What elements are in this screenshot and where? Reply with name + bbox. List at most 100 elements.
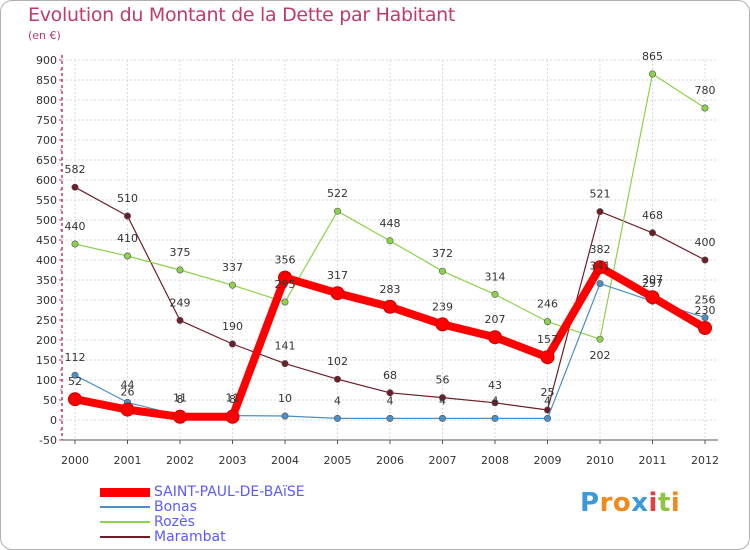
data-label: 26 xyxy=(121,386,135,399)
data-point xyxy=(281,298,289,306)
data-point xyxy=(333,375,341,383)
data-point xyxy=(71,240,79,248)
grid-lines xyxy=(62,59,718,441)
data-label: 307 xyxy=(642,273,663,286)
data-label: 400 xyxy=(695,236,716,249)
y-tick-label: 800 xyxy=(36,94,57,107)
data-label: 157 xyxy=(537,333,558,346)
data-label: 10 xyxy=(278,392,292,405)
data-point xyxy=(701,104,709,112)
x-tick-label: 2002 xyxy=(166,454,194,467)
data-label: 4 xyxy=(387,394,394,407)
data-label: 8 xyxy=(177,393,184,406)
data-point xyxy=(543,318,551,326)
data-label: 102 xyxy=(327,355,348,368)
data-point xyxy=(491,399,499,407)
data-point xyxy=(596,335,604,343)
data-label: 448 xyxy=(380,217,401,230)
data-point xyxy=(701,256,709,264)
y-tick-label: 650 xyxy=(36,154,57,167)
data-label: 4 xyxy=(492,394,499,407)
y-tick-label: 700 xyxy=(36,134,57,147)
data-label: 372 xyxy=(432,247,453,260)
data-point xyxy=(229,281,237,289)
y-tick-label: 250 xyxy=(36,314,57,327)
data-point xyxy=(383,299,397,314)
data-label: 8 xyxy=(229,393,236,406)
data-point xyxy=(176,316,184,324)
x-tick-label: 2010 xyxy=(586,454,614,467)
data-point xyxy=(596,280,604,288)
data-point xyxy=(491,290,499,298)
x-tick-label: 2004 xyxy=(271,454,299,467)
data-label: 190 xyxy=(222,320,243,333)
data-point xyxy=(648,229,656,237)
data-point xyxy=(68,392,82,407)
data-label: 68 xyxy=(383,369,397,382)
data-label: 410 xyxy=(117,232,138,245)
logo-letter: P xyxy=(580,488,600,518)
data-label: 256 xyxy=(695,294,716,307)
y-tick-label: 850 xyxy=(36,74,57,87)
data-label: 382 xyxy=(590,243,611,256)
y-tick-label: 550 xyxy=(36,194,57,207)
data-point xyxy=(386,389,394,397)
data-label: 356 xyxy=(275,254,296,267)
data-label: 297 xyxy=(642,277,663,290)
data-label: 112 xyxy=(65,351,86,364)
data-label: 207 xyxy=(485,313,506,326)
logo-letter: o xyxy=(612,488,632,518)
data-point xyxy=(435,317,450,332)
data-label: 521 xyxy=(590,188,611,201)
x-tick-label: 2003 xyxy=(219,454,247,467)
data-point xyxy=(645,290,660,305)
data-point xyxy=(386,237,394,245)
y-tick-label: 750 xyxy=(36,114,57,127)
legend-label: Rozès xyxy=(154,514,195,530)
line-chart: -50 0 50 100 150 200 250 300 350 400 450 500 550 600 6… xyxy=(36,50,719,467)
x-tick-label: 2001 xyxy=(114,454,142,467)
data-point xyxy=(596,208,604,216)
y-tick-label: 900 xyxy=(36,54,57,67)
data-label: 202 xyxy=(590,349,611,362)
data-label: 375 xyxy=(170,246,191,259)
data-label: 314 xyxy=(485,270,506,283)
proxiti-logo: Proxiti xyxy=(580,488,680,518)
data-label: 11 xyxy=(226,392,240,405)
data-label: 249 xyxy=(170,296,191,309)
data-point xyxy=(333,207,341,215)
x-tick-label: 2007 xyxy=(429,454,457,467)
y-tick-label: 300 xyxy=(36,294,57,307)
data-label: 341 xyxy=(590,260,611,273)
data-point xyxy=(330,286,345,301)
data-point xyxy=(386,414,394,422)
data-point xyxy=(540,350,555,365)
logo-letter: i xyxy=(648,488,658,518)
data-label: 230 xyxy=(695,304,716,317)
data-point xyxy=(281,412,289,420)
data-label: 440 xyxy=(65,220,86,233)
y-tick-label: 600 xyxy=(36,174,57,187)
y-tick-label: -50 xyxy=(39,434,57,447)
data-label: 337 xyxy=(222,261,243,274)
data-point xyxy=(229,340,237,348)
data-point xyxy=(124,252,132,260)
x-tick-label: 2008 xyxy=(481,454,509,467)
x-tick-label: 2011 xyxy=(639,454,667,467)
data-point xyxy=(120,402,135,417)
data-point xyxy=(225,409,240,424)
data-label: 52 xyxy=(68,375,82,388)
data-label: 283 xyxy=(380,283,401,296)
y-tick-label: 50 xyxy=(43,394,57,407)
y-tick-label: 500 xyxy=(36,214,57,227)
data-point xyxy=(173,409,187,424)
axes: -50 0 50 100 150 200 250 300 350 400 450 500 550 600 6… xyxy=(36,54,719,467)
data-label: 11 xyxy=(173,392,187,405)
data-label: 4 xyxy=(334,394,341,407)
data-point xyxy=(176,266,184,274)
legend-swatch xyxy=(100,536,150,538)
data-label: 865 xyxy=(642,50,663,63)
y-tick-label: 350 xyxy=(36,274,57,287)
x-tick-label: 2006 xyxy=(376,454,404,467)
